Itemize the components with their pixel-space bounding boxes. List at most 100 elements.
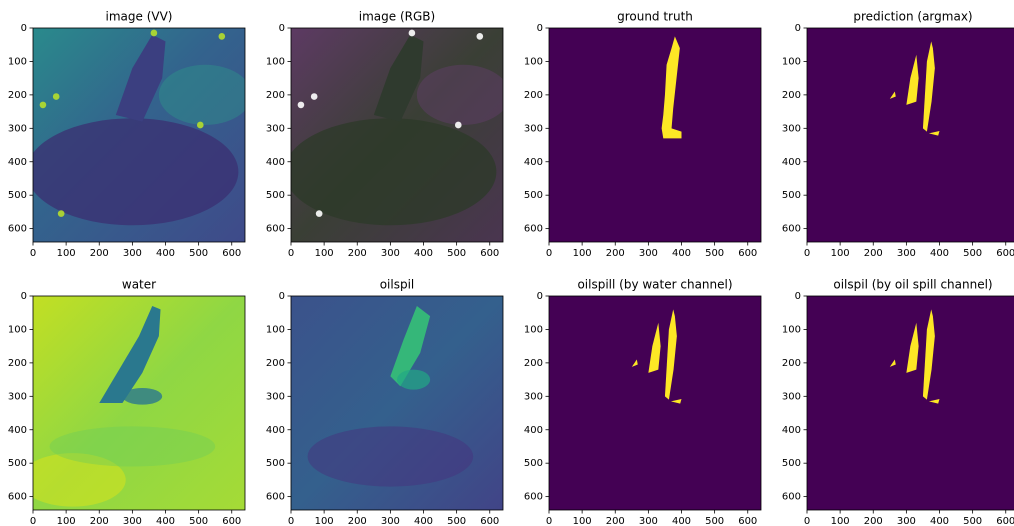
x-tick-label: 600	[222, 516, 241, 526]
image-background	[807, 28, 1014, 242]
y-tick-label: 300	[8, 391, 27, 402]
image-region	[158, 64, 245, 125]
y-tick-label: 100	[524, 324, 543, 335]
x-tick-label: 400	[156, 248, 175, 259]
image	[549, 28, 761, 242]
x-tick-label: 400	[414, 516, 433, 526]
x-tick-label: 300	[897, 248, 916, 259]
x-tick-label: 0	[288, 516, 294, 526]
y-tick-label: 100	[8, 324, 27, 335]
x-tick-label: 300	[123, 248, 142, 259]
axes-frame	[32, 27, 246, 243]
y-tick-label: 200	[782, 358, 801, 369]
subplot-title: oilspill (by water channel)	[577, 278, 732, 292]
y-tick-label: 600	[782, 492, 801, 503]
subplot-title: image (RGB)	[359, 10, 435, 24]
image	[807, 28, 1014, 242]
x-tick-label: 0	[546, 248, 552, 259]
x-tick-label: 400	[930, 516, 949, 526]
image-region	[33, 118, 239, 226]
y-tick-label: 200	[8, 358, 27, 369]
image-region	[196, 121, 204, 129]
y-tick-label: 600	[8, 492, 27, 503]
y-tick-label: 0	[279, 291, 285, 302]
x-tick-label: 200	[606, 516, 625, 526]
image-region	[307, 426, 474, 487]
y-tick-label: 300	[782, 391, 801, 402]
x-tick-label: 600	[996, 516, 1014, 526]
image-region	[454, 121, 462, 129]
image-region	[52, 93, 60, 100]
subplot-title: oilspil (by oil spill channel)	[833, 278, 992, 292]
x-tick-label: 100	[573, 516, 592, 526]
y-tick-label: 500	[524, 458, 543, 469]
y-tick-label: 300	[266, 123, 285, 134]
y-tick-label: 500	[782, 458, 801, 469]
x-tick-label: 200	[90, 516, 109, 526]
subplot-title: ground truth	[617, 10, 693, 24]
axes-frame	[32, 295, 246, 511]
image-background	[549, 296, 761, 510]
x-tick-label: 600	[480, 248, 499, 259]
y-tick-label: 300	[266, 391, 285, 402]
y-tick-label: 600	[524, 492, 543, 503]
y-tick-label: 100	[782, 324, 801, 335]
x-tick-label: 500	[447, 248, 466, 259]
x-tick-label: 100	[831, 248, 850, 259]
y-tick-label: 400	[524, 157, 543, 168]
image-region	[928, 398, 940, 404]
image	[33, 296, 245, 510]
x-tick-label: 400	[672, 248, 691, 259]
x-tick-label: 100	[57, 248, 76, 259]
x-tick-label: 300	[381, 248, 400, 259]
x-tick-label: 500	[705, 248, 724, 259]
y-tick-label: 500	[8, 190, 27, 201]
x-tick-label: 0	[30, 516, 36, 526]
axes-frame	[806, 27, 1014, 243]
image	[807, 296, 1014, 510]
x-tick-label: 300	[123, 516, 142, 526]
y-tick-label: 0	[795, 23, 801, 34]
y-tick-label: 100	[782, 56, 801, 67]
x-tick-label: 100	[315, 248, 334, 259]
image	[291, 296, 503, 510]
image-region	[33, 453, 126, 507]
y-tick-label: 300	[524, 123, 543, 134]
x-tick-label: 600	[738, 248, 757, 259]
y-tick-label: 400	[266, 425, 285, 436]
y-tick-label: 0	[279, 23, 285, 34]
image	[33, 28, 245, 242]
y-tick-label: 500	[8, 458, 27, 469]
y-tick-label: 200	[782, 90, 801, 101]
axes-frame	[290, 27, 504, 243]
x-tick-label: 500	[963, 248, 982, 259]
subplot-title: water	[122, 278, 156, 292]
y-tick-label: 200	[266, 358, 285, 369]
y-tick-label: 600	[782, 224, 801, 235]
image	[291, 28, 503, 242]
x-tick-label: 0	[30, 248, 36, 259]
y-tick-label: 0	[537, 291, 543, 302]
x-tick-label: 400	[930, 248, 949, 259]
y-tick-label: 500	[266, 190, 285, 201]
x-tick-label: 600	[738, 516, 757, 526]
y-tick-label: 500	[524, 190, 543, 201]
x-tick-label: 200	[864, 248, 883, 259]
image-region	[373, 34, 424, 122]
x-tick-label: 400	[672, 516, 691, 526]
y-tick-label: 200	[524, 90, 543, 101]
x-tick-label: 100	[315, 516, 334, 526]
image-region	[310, 93, 318, 100]
subplot-title: image (VV)	[106, 10, 173, 24]
image-region	[390, 306, 431, 387]
x-tick-label: 500	[705, 516, 724, 526]
y-tick-label: 100	[266, 324, 285, 335]
y-tick-label: 0	[795, 291, 801, 302]
x-tick-label: 300	[897, 516, 916, 526]
y-tick-label: 300	[524, 391, 543, 402]
image-region	[150, 29, 158, 37]
y-tick-label: 0	[21, 23, 27, 34]
image-region	[397, 369, 431, 390]
image-region	[416, 64, 503, 125]
